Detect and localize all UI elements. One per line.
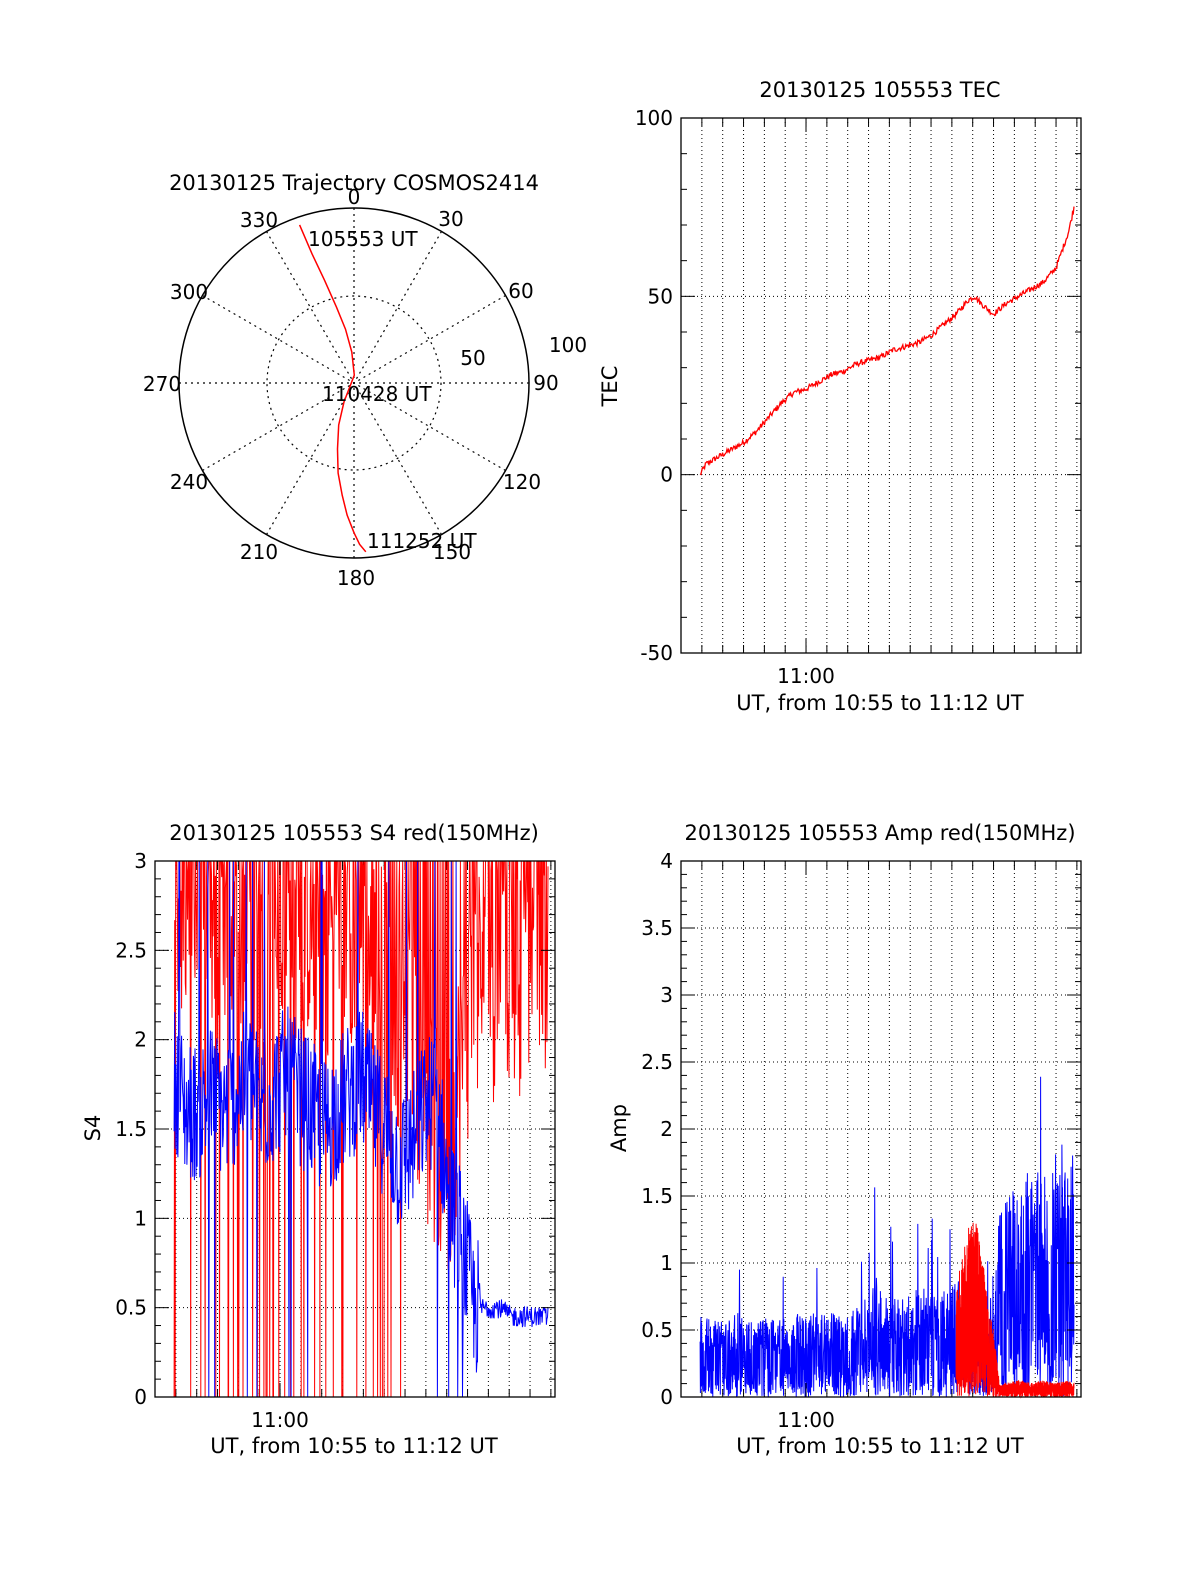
s4-plot: 20130125 105553 S4 red(150MHz) 0 0.5 1 1.5 2… [81, 821, 556, 1458]
angle-label-150: 150 [433, 540, 471, 564]
tec-minor-ticks [681, 118, 1081, 653]
s4-x-ticks: 11:00 [251, 861, 309, 1432]
s4-xlabel: UT, from 10:55 to 11:12 UT [210, 1434, 498, 1458]
angle-label-270: 270 [143, 372, 181, 396]
s4-y-tick-label: 1 [134, 1206, 147, 1230]
amp-plot: 20130125 105553 Amp red(150MHz) 0 0.5 1 1.5… [607, 821, 1082, 1458]
tec-x-tick-label: 11:00 [777, 664, 835, 688]
tec-y-tick-label: -50 [640, 641, 673, 665]
tec-plot: 20130125 105553 TEC -50 0 50 100 11:00 UT, … [598, 78, 1082, 715]
angle-label-330: 330 [240, 208, 278, 232]
tec-y-ticks: -50 0 50 100 [635, 106, 1081, 665]
amp-series [699, 1076, 1075, 1399]
radial-label-100: 100 [549, 333, 587, 357]
amp-y-tick-label: 2.5 [641, 1050, 673, 1074]
s4-ylabel: S4 [81, 1115, 105, 1142]
polar-spokes [179, 208, 529, 558]
s4-y-tick-label: 0 [134, 1385, 147, 1409]
tec-series-line-0 [699, 206, 1075, 476]
angle-label-0: 0 [348, 185, 361, 209]
angle-label-30: 30 [438, 207, 463, 231]
s4-y-tick-label: 2 [134, 1028, 147, 1052]
tec-x-ticks: 11:00 [777, 118, 835, 688]
angle-label-180: 180 [337, 566, 375, 590]
amp-x-ticks: 11:00 [777, 861, 835, 1432]
s4-y-tick-label: 2.5 [115, 938, 147, 962]
s4-y-ticks: 0 0.5 1 1.5 2 2.5 3 [115, 849, 555, 1409]
angle-label-120: 120 [503, 470, 541, 494]
amp-y-tick-label: 2 [660, 1117, 673, 1141]
tec-axes-frame [680, 117, 1082, 654]
amp-ylabel: Amp [607, 1104, 631, 1152]
trajectory-start-label: 105553 UT [308, 227, 418, 251]
amp-y-tick-label: 1 [660, 1251, 673, 1275]
trajectory-mid-label: 110428 UT [322, 382, 432, 406]
angle-label-90: 90 [533, 371, 558, 395]
s4-title: 20130125 105553 S4 red(150MHz) [169, 821, 539, 845]
amp-series-line-1 [955, 1222, 1075, 1399]
amp-y-tick-label: 0.5 [641, 1318, 673, 1342]
tec-y-tick-label: 100 [635, 106, 673, 130]
amp-series-line-0 [699, 1076, 1075, 1398]
polar-angle-labels: 0 30 60 90 120 150 180 210 240 270 300 3… [143, 185, 559, 590]
amp-grid [681, 861, 1081, 1397]
radial-label-50: 50 [460, 346, 485, 370]
amp-y-tick-label: 3.5 [641, 916, 673, 940]
amp-y-tick-label: 3 [660, 983, 673, 1007]
amp-minor-ticks [681, 861, 1081, 1397]
amp-y-tick-label: 1.5 [641, 1184, 673, 1208]
amp-y-tick-label: 4 [660, 849, 673, 873]
polar-spoke-150 [265, 231, 443, 535]
trajectory-end-label: 111252 UT [367, 529, 477, 553]
tec-series [699, 206, 1075, 476]
angle-label-240: 240 [170, 470, 208, 494]
angle-label-60: 60 [508, 279, 533, 303]
angle-label-300: 300 [170, 280, 208, 304]
polar-inner-circle [266, 295, 442, 471]
trajectory-plot: 20130125 Trajectory COSMOS2414 0 30 60 9… [143, 171, 587, 590]
s4-series-line-1 [173, 860, 549, 1398]
s4-y-tick-label: 0.5 [115, 1296, 147, 1320]
tec-title: 20130125 105553 TEC [759, 78, 1000, 102]
amp-y-tick-label: 0 [660, 1385, 673, 1409]
amp-y-ticks: 0 0.5 1 1.5 2 2.5 3 3.5 4 [641, 849, 1081, 1409]
trajectory-line [298, 224, 367, 553]
tec-y-tick-label: 0 [660, 463, 673, 487]
tec-y-tick-label: 50 [648, 284, 673, 308]
tec-ylabel: TEC [598, 366, 622, 408]
s4-y-tick-label: 1.5 [115, 1117, 147, 1141]
amp-x-tick-label: 11:00 [777, 1408, 835, 1432]
s4-x-tick-label: 11:00 [251, 1408, 309, 1432]
angle-label-210: 210 [240, 540, 278, 564]
trajectory-title: 20130125 Trajectory COSMOS2414 [169, 171, 539, 195]
amp-xlabel: UT, from 10:55 to 11:12 UT [736, 1434, 1024, 1458]
tec-xlabel: UT, from 10:55 to 11:12 UT [736, 691, 1024, 715]
amp-title: 20130125 105553 Amp red(150MHz) [684, 821, 1075, 845]
tec-grid [681, 118, 1081, 653]
s4-y-tick-label: 3 [134, 849, 147, 873]
